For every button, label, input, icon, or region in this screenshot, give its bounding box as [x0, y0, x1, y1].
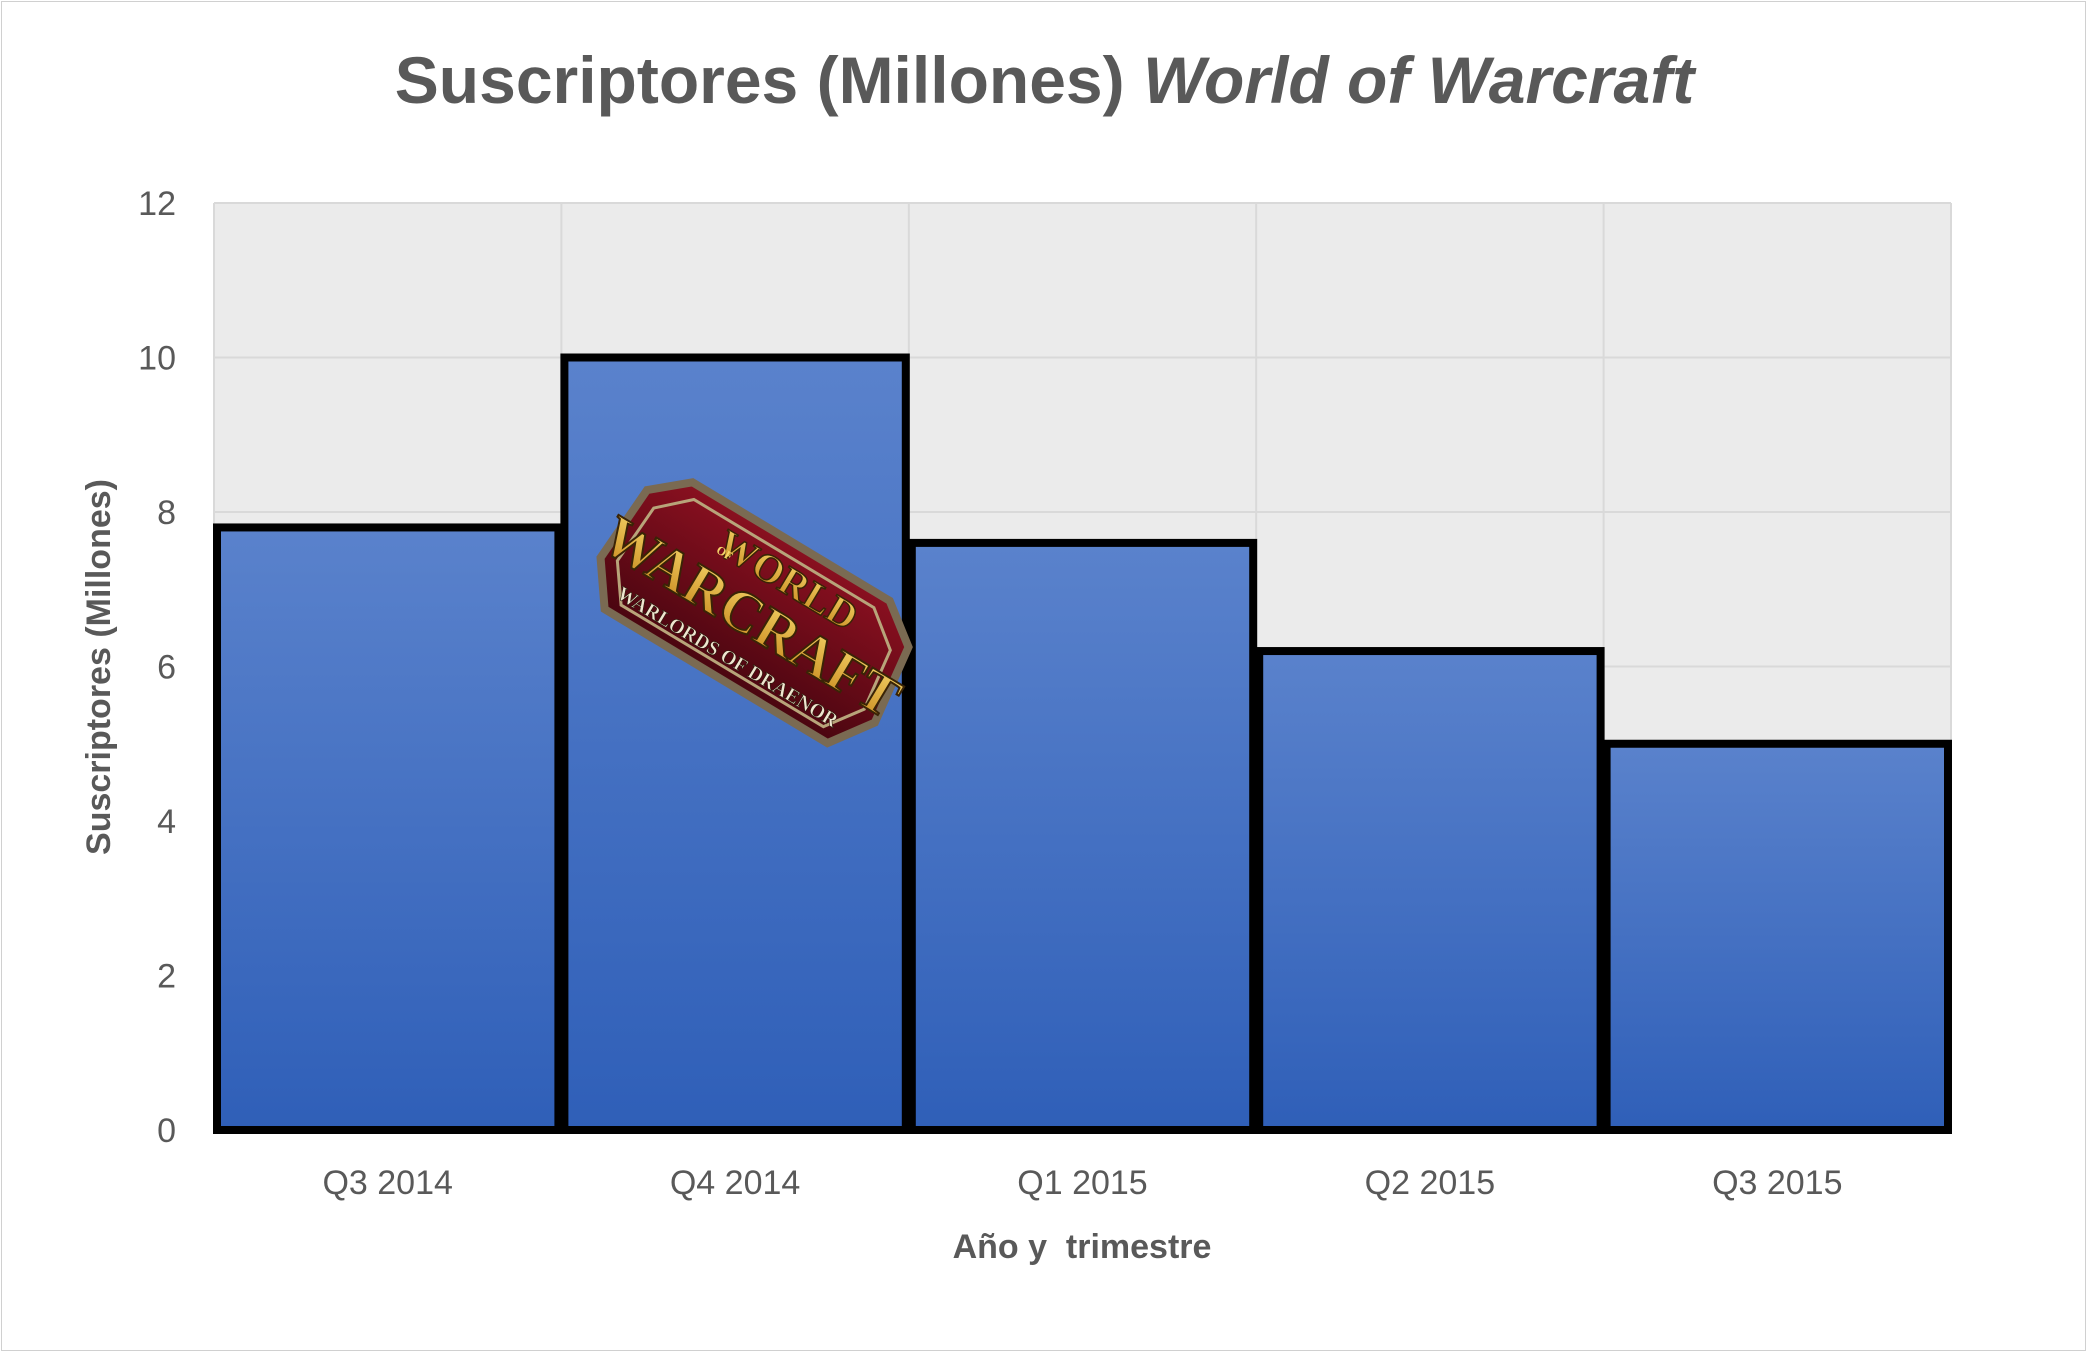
logo-frame	[615, 497, 892, 729]
chart-title-italic: World of Warcraft	[1142, 43, 1695, 117]
bar-q3-2015	[1602, 739, 1952, 1134]
x-axis-label: Año y trimestre	[953, 1228, 1212, 1266]
x-tick-label: Q1 2015	[1017, 1164, 1147, 1202]
x-tick-label: Q4 2014	[670, 1164, 800, 1202]
y-tick-label: 6	[157, 649, 176, 687]
y-axis-label: Suscriptores (Millones)	[80, 479, 118, 855]
bar-q3-2014	[213, 523, 563, 1134]
logo-banner	[596, 478, 913, 748]
y-tick-label: 4	[157, 803, 176, 841]
y-tick-labels: 0 2 4 6 8 10 12	[138, 185, 176, 1150]
bar-q1-2015	[907, 538, 1258, 1134]
bars	[213, 353, 1952, 1134]
x-tick-label: Q3 2015	[1712, 1164, 1842, 1202]
x-tick-label: Q2 2015	[1365, 1164, 1495, 1202]
y-tick-label: 12	[138, 185, 176, 223]
x-tick-labels: Q3 2014 Q4 2014 Q1 2015 Q2 2015 Q3 2015	[322, 1164, 1842, 1202]
x-tick-label: Q3 2014	[322, 1164, 452, 1202]
y-tick-label: 10	[138, 340, 176, 378]
y-tick-label: 0	[157, 1112, 176, 1150]
bar-q4-2014	[560, 353, 910, 1134]
chart-title: Suscriptores (Millones) World of Warcraf…	[0, 42, 2089, 118]
bar-q2-2015	[1255, 647, 1605, 1134]
chart-title-main: Suscriptores (Millones)	[394, 43, 1125, 117]
y-tick-label: 8	[157, 494, 176, 532]
y-tick-label: 2	[157, 958, 176, 996]
